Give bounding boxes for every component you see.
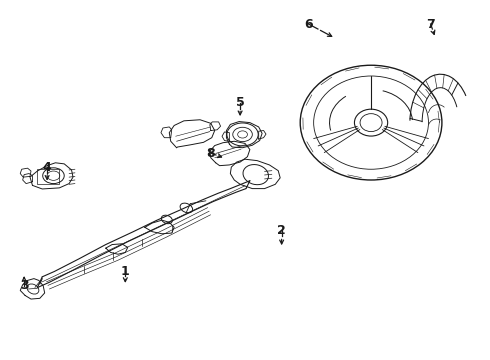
Text: 2: 2: [277, 224, 286, 237]
Text: 3: 3: [20, 279, 28, 292]
Text: 5: 5: [236, 96, 245, 109]
Text: 1: 1: [121, 265, 130, 278]
Text: 6: 6: [304, 18, 313, 31]
Text: 4: 4: [43, 161, 51, 174]
Bar: [37, 169, 59, 184]
Text: 7: 7: [426, 18, 435, 31]
Text: 8: 8: [206, 147, 215, 159]
